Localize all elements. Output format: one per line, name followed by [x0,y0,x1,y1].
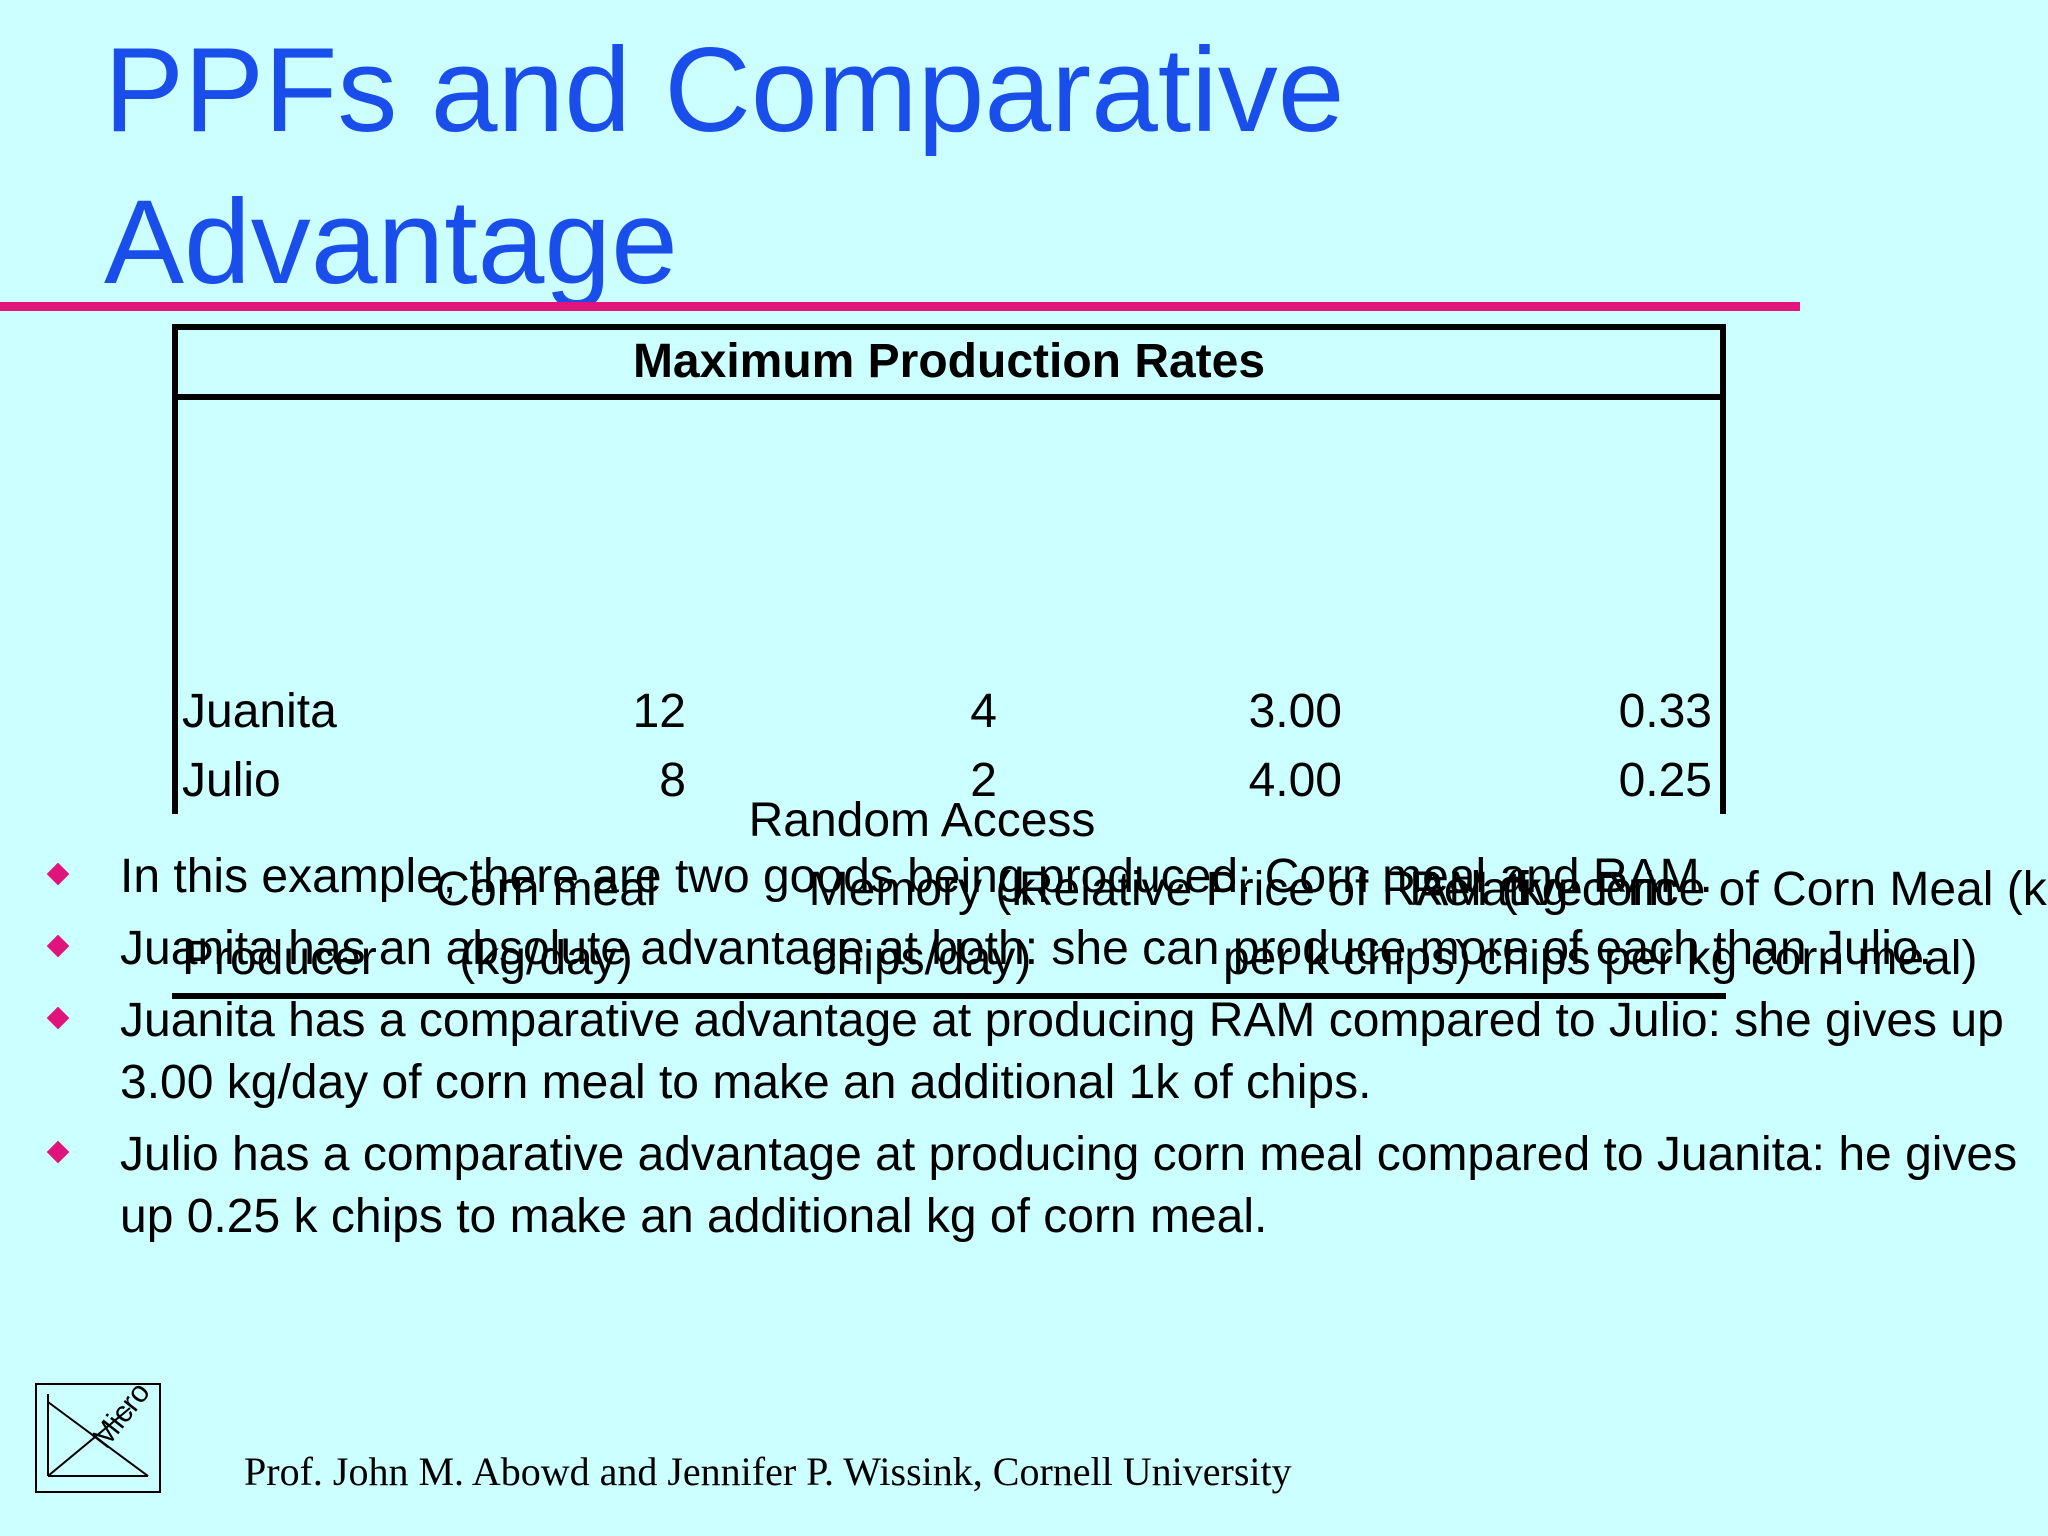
table-header-divider [172,993,1726,999]
table-cell-corn-meal: 8 [659,754,686,807]
table-border-left [172,324,178,814]
header-relative-price-ram: Relative Price of RAM (kg corn per k chi… [1012,400,1682,993]
table-cell-price-corn: 0.33 [1618,685,1712,738]
header-label: Relative Price of RAM (kg corn per k chi… [1018,863,1676,985]
bullet-item: Julio has a comparative advantage at pro… [40,1124,2030,1248]
header-label: Random Access Memory (k chips/day) [748,794,1096,985]
table-cell-producer: Julio [182,754,281,807]
header-relative-price-corn: Relative Price of Corn Meal (k chips per… [1360,400,2048,993]
header-ram: Random Access Memory (k chips/day) [712,400,1132,993]
bullet-item: Juanita has a comparative advantage at p… [40,990,2030,1114]
header-producer: Producer [182,400,377,993]
logo-text: Micro [86,1380,157,1454]
bullet-item: In this example, there are two goods bei… [40,846,2030,908]
table-border-top [172,324,1726,330]
table-cell-price-corn: 0.25 [1618,754,1712,807]
footer-credit: Prof. John M. Abowd and Jennifer P. Wiss… [244,1449,1292,1494]
bullet-list: In this example, there are two goods bei… [40,846,2030,1258]
diamond-bullet-icon [46,862,70,886]
diamond-bullet-icon [46,934,70,958]
bullet-item: Juanita has an absolute advantage at bot… [40,918,2030,980]
table-border-right [1720,324,1726,814]
production-table: Maximum Production Rates Producer Corn m… [172,324,2047,999]
diamond-bullet-icon [46,1006,70,1030]
table-caption-divider [172,394,1726,400]
header-label: Corn meal (kg/day) [435,863,657,985]
micro-logo-icon: Micro [35,1380,161,1493]
bullet-text: Julio has a comparative advantage at pro… [120,1128,2018,1243]
diamond-bullet-icon [46,1140,70,1164]
table-cell-corn-meal: 12 [632,685,686,738]
table-cell-ram: 2 [970,754,997,807]
table-caption: Maximum Production Rates [632,335,1266,388]
bullet-text: Juanita has an absolute advantage at bot… [120,922,1932,975]
bullet-text: Juanita has a comparative advantage at p… [120,994,2004,1109]
bullet-text: In this example, there are two goods bei… [120,850,1713,903]
header-label: Relative Price of Corn Meal (k chips per… [1409,863,2047,985]
title-divider [0,302,1800,311]
header-label: Producer [182,932,377,985]
header-corn-meal: Corn meal (kg/day) [434,400,658,993]
table-cell-price-ram: 4.00 [1248,754,1342,807]
table-cell-producer: Juanita [182,685,337,738]
slide-title: PPFs and Comparative Advantage [104,23,1345,309]
table-cell-price-ram: 3.00 [1248,685,1342,738]
table-cell-ram: 4 [970,685,997,738]
